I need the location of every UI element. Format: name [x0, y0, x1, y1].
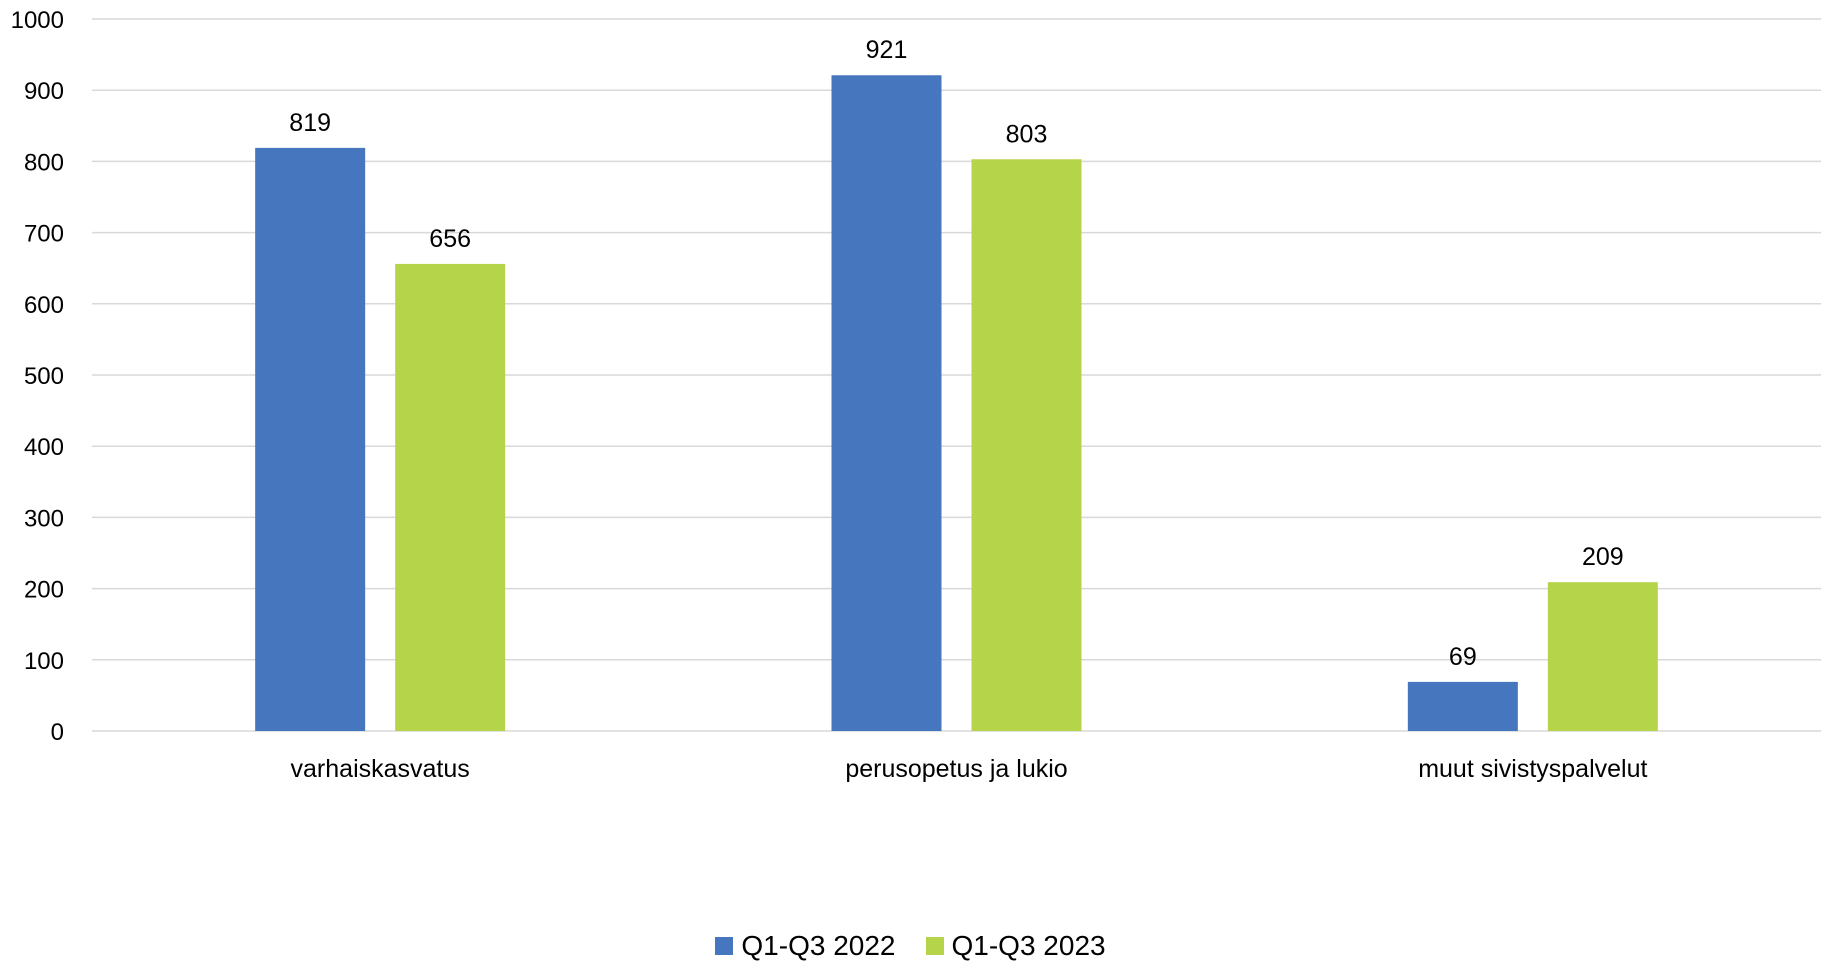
data-label-series-1-cat-2: 209	[1582, 543, 1624, 571]
bar-chart: 0 100 200 300 400 500 600 700 800 900 1000 819 656 9…	[11, 7, 1821, 783]
data-label-series-1-cat-1: 803	[1006, 120, 1048, 148]
y-tick-label: 1000	[11, 7, 64, 34]
gridlines	[92, 18, 1821, 732]
y-tick-label: 500	[24, 363, 64, 390]
bar-series-0-cat-0	[255, 147, 366, 731]
legend-swatch-series-1	[925, 937, 944, 955]
legend-item-series-1: Q1-Q3 2023	[925, 930, 1106, 962]
y-tick-label: 900	[24, 78, 64, 105]
x-category-label: varhaiskasvatus	[291, 755, 470, 783]
bar-series-1-cat-1	[971, 159, 1082, 731]
data-label-series-0-cat-0: 819	[289, 109, 331, 137]
x-axis-categories: varhaiskasvatus perusopetus ja lukio muut …	[291, 755, 1648, 783]
legend-swatch-series-0	[715, 937, 734, 955]
bar-series-0-cat-1	[831, 75, 942, 732]
y-axis-ticks: 0 100 200 300 400 500 600 700 800 900 1000	[11, 7, 64, 746]
y-tick-label: 600	[24, 292, 64, 319]
bar-series-0-cat-2	[1407, 681, 1518, 731]
data-label-series-0-cat-1: 921	[866, 36, 908, 64]
y-tick-label: 800	[24, 149, 64, 176]
y-tick-label: 300	[24, 505, 64, 532]
y-tick-label: 100	[24, 648, 64, 675]
y-tick-label: 200	[24, 577, 64, 604]
data-label-series-1-cat-0: 656	[429, 225, 471, 253]
y-tick-label: 0	[51, 719, 64, 746]
legend-label-series-0: Q1-Q3 2022	[741, 930, 896, 961]
legend-item-series-0: Q1-Q3 2022	[715, 930, 896, 962]
y-tick-label: 700	[24, 221, 64, 248]
bar-series-1-cat-0	[395, 263, 506, 731]
x-category-label: perusopetus ja lukio	[845, 755, 1067, 783]
data-label-series-0-cat-2: 69	[1449, 643, 1477, 671]
legend: Q1-Q3 2022 Q1-Q3 2023	[0, 930, 1821, 962]
data-labels: 819 656 921 803 69 209	[289, 36, 1623, 671]
legend-label-series-1: Q1-Q3 2023	[951, 930, 1106, 961]
y-tick-label: 400	[24, 434, 64, 461]
bars	[255, 75, 1658, 732]
x-category-label: muut sivistyspalvelut	[1418, 755, 1647, 783]
bar-series-1-cat-2	[1547, 582, 1658, 731]
